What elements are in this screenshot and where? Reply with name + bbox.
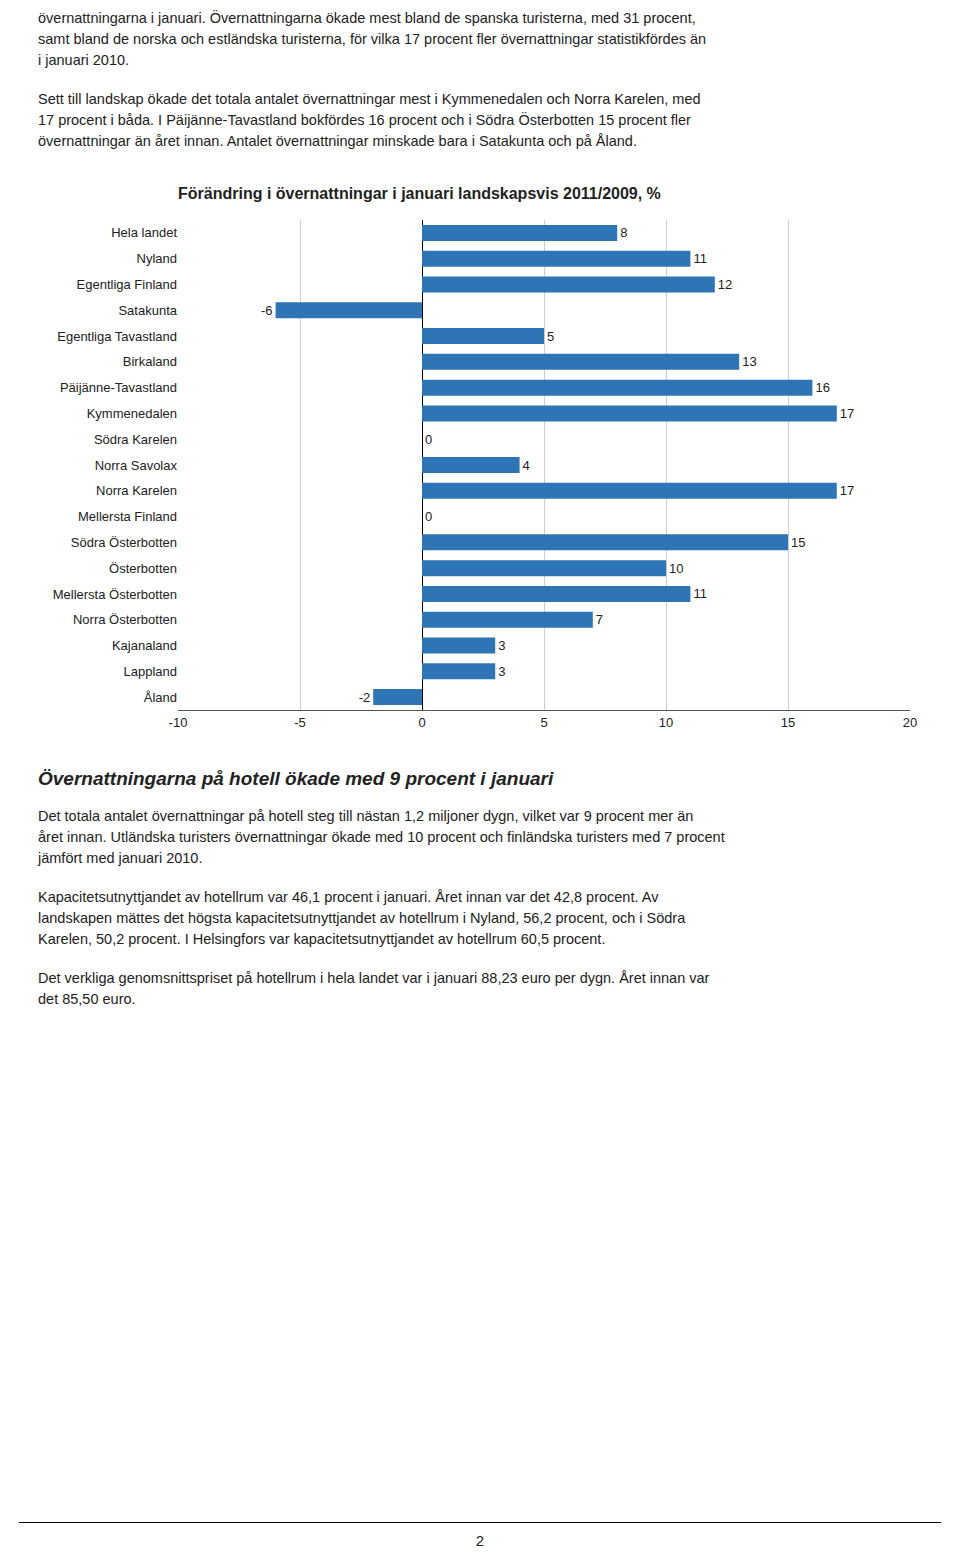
svg-text:12: 12: [718, 277, 732, 292]
svg-text:13: 13: [742, 354, 756, 369]
svg-text:Mellersta Österbotten: Mellersta Österbotten: [53, 587, 177, 602]
html-text:Det totala antalet övernattnin: Det totala antalet övernattningar på hot…: [38, 808, 725, 867]
svg-text:15: 15: [791, 535, 805, 550]
svg-text:16: 16: [815, 380, 829, 395]
html-text:2: 2: [475, 1532, 485, 1549]
html-text:Kapacitetsutnyttjandet av hote: Kapacitetsutnyttjandet av hotellrum var …: [38, 889, 686, 948]
svg-text:Kajanaland: Kajanaland: [112, 638, 177, 653]
svg-text:Nyland: Nyland: [137, 251, 177, 266]
svg-text:Norra Österbotten: Norra Österbotten: [73, 612, 177, 627]
svg-text:0: 0: [418, 715, 425, 730]
svg-text:Åland: Åland: [144, 690, 177, 705]
html-text:övernattningarna i januari. Öv: övernattningarna i januari. Övernattning…: [38, 10, 707, 68]
html-text:Övernattningarna på hotell öka: Övernattningarna på hotell ökade med 9 p…: [38, 768, 554, 790]
svg-text:7: 7: [596, 612, 603, 627]
svg-text:Satakunta: Satakunta: [118, 303, 177, 318]
svg-text:11: 11: [693, 587, 707, 602]
svg-text:4: 4: [523, 458, 530, 473]
svg-text:5: 5: [547, 329, 554, 344]
svg-text:Österbotten: Österbotten: [109, 561, 177, 576]
svg-text:8: 8: [620, 225, 627, 240]
svg-text:Birkaland: Birkaland: [123, 354, 177, 369]
svg-text:Päijänne-Tavastland: Päijänne-Tavastland: [60, 380, 177, 395]
svg-text:20: 20: [903, 715, 917, 730]
svg-text:17: 17: [840, 406, 854, 421]
svg-text:-10: -10: [169, 715, 188, 730]
svg-text:15: 15: [781, 715, 795, 730]
svg-text:Norra Savolax: Norra Savolax: [95, 458, 178, 473]
svg-text:-5: -5: [294, 715, 306, 730]
svg-text:Kymmenedalen: Kymmenedalen: [87, 406, 177, 421]
html-text:Sett till landskap ökade det t: Sett till landskap ökade det totala anta…: [38, 91, 701, 150]
svg-text:0: 0: [425, 432, 432, 447]
svg-text:10: 10: [669, 561, 683, 576]
svg-text:Södra Karelen: Södra Karelen: [94, 432, 177, 447]
svg-text:Hela landet: Hela landet: [111, 226, 177, 241]
svg-text:3: 3: [498, 638, 505, 653]
svg-text:17: 17: [840, 483, 854, 498]
svg-text:Södra Österbotten: Södra Österbotten: [71, 535, 177, 550]
svg-text:3: 3: [498, 664, 505, 679]
svg-text:0: 0: [425, 509, 432, 524]
html-text:Det verkliga genomsnittspriset: Det verkliga genomsnittspriset på hotell…: [38, 970, 710, 1008]
svg-text:10: 10: [659, 715, 673, 730]
svg-text:Mellersta Finland: Mellersta Finland: [78, 509, 177, 524]
svg-text:-6: -6: [261, 303, 273, 318]
svg-text:Lappland: Lappland: [124, 664, 178, 679]
svg-text:11: 11: [693, 251, 707, 266]
svg-text:5: 5: [540, 715, 547, 730]
svg-text:Egentliga Tavastland: Egentliga Tavastland: [57, 329, 177, 344]
svg-text:Egentliga Finland: Egentliga Finland: [77, 277, 177, 292]
svg-text:-2: -2: [359, 690, 371, 705]
svg-text:Norra Karelen: Norra Karelen: [96, 483, 177, 498]
svg-text:Förändring i övernattningar i: Förändring i övernattningar i januari la…: [178, 185, 661, 202]
